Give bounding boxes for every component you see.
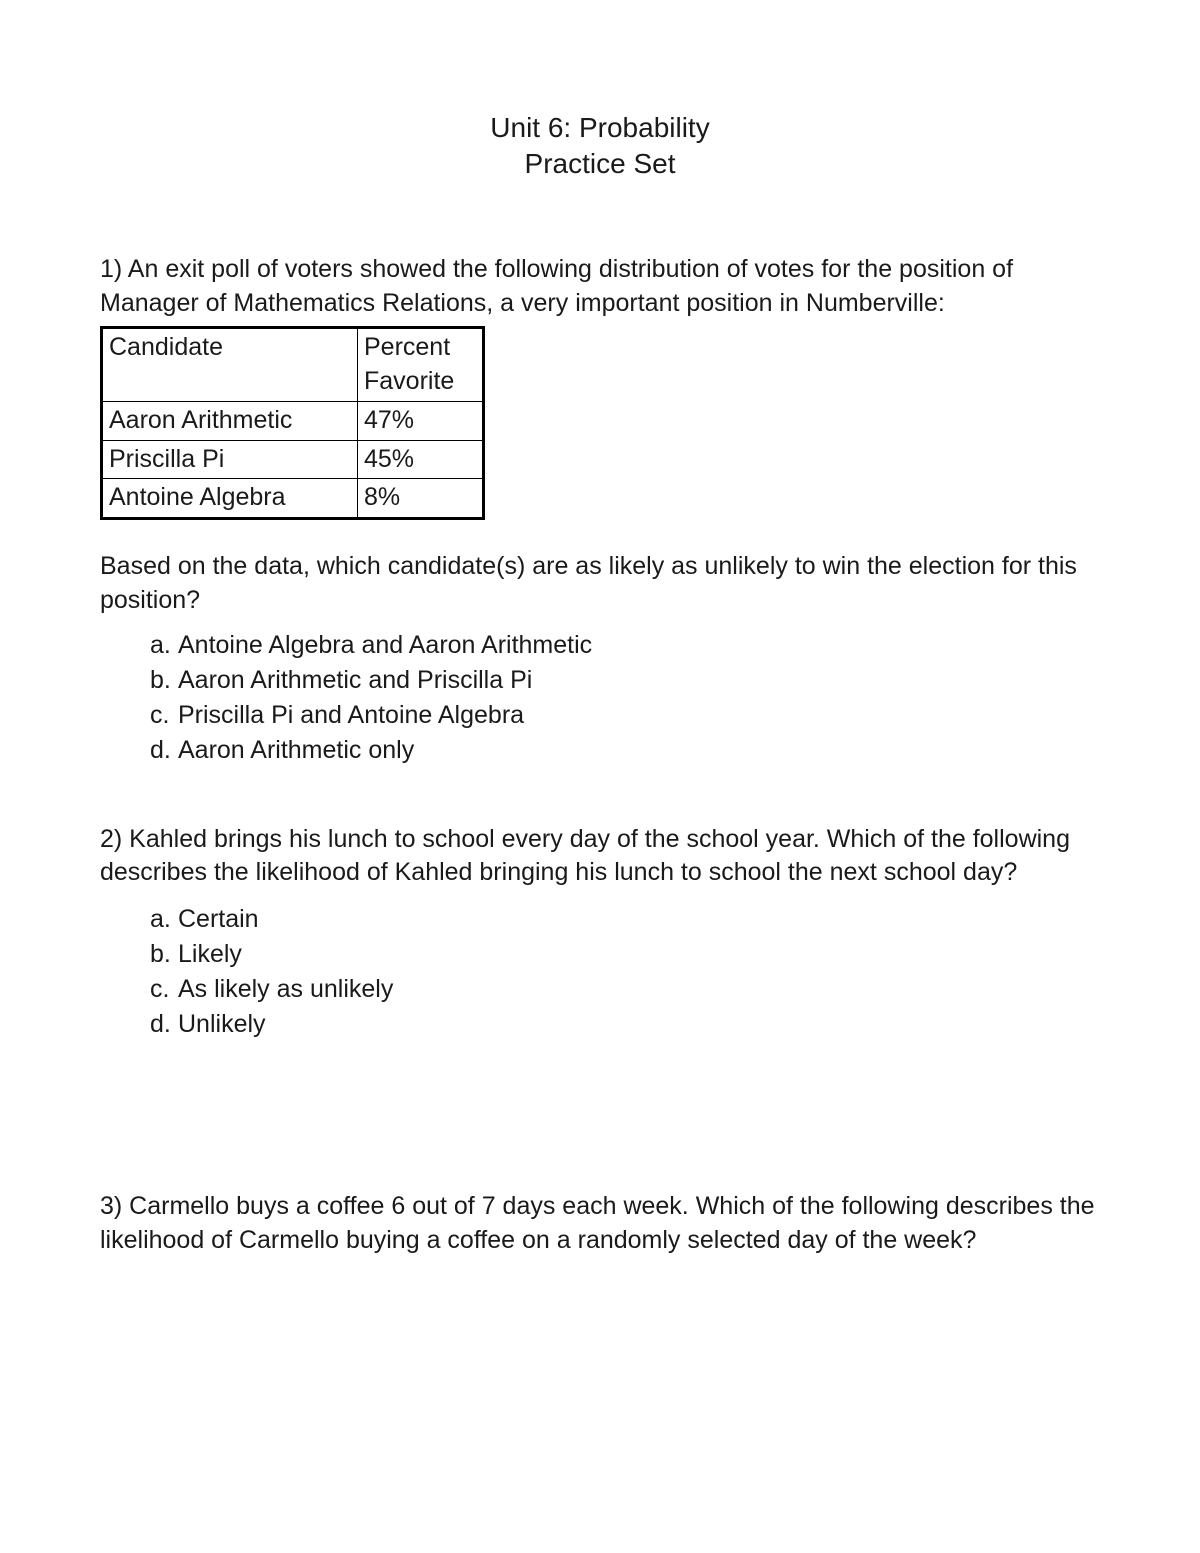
option-d: d.Aaron Arithmetic only [150,733,1100,768]
page: Unit 6: Probability Practice Set 1) An e… [0,0,1200,1553]
th-percent-line2: Favorite [364,367,454,395]
option-letter: a. [150,902,178,937]
option-c: c.Priscilla Pi and Antoine Algebra [150,698,1100,733]
cell-candidate: Aaron Arithmetic [102,401,358,440]
option-a: a.Antoine Algebra and Aaron Arithmetic [150,628,1100,663]
option-letter: d. [150,733,178,768]
option-letter: c. [150,698,178,733]
spacer [100,1080,1100,1190]
q1-options: a.Antoine Algebra and Aaron Arithmetic b… [100,628,1100,768]
q3-prompt: 3) Carmello buys a coffee 6 out of 7 day… [100,1190,1100,1258]
th-percent-line1: Percent [364,333,450,361]
option-d: d.Unlikely [150,1007,1100,1042]
option-text: Unlikely [178,1010,266,1038]
th-candidate: Candidate [102,328,358,402]
option-a: a.Certain [150,902,1100,937]
table-row: Priscilla Pi 45% [102,440,484,479]
option-letter: b. [150,937,178,972]
option-text: Certain [178,905,259,933]
option-text: As likely as unlikely [178,975,393,1003]
option-text: Priscilla Pi and Antoine Algebra [178,701,524,729]
option-text: Antoine Algebra and Aaron Arithmetic [178,631,592,659]
q2-options: a.Certain b.Likely c.As likely as unlike… [100,902,1100,1042]
q1-table: Candidate Percent Favorite Aaron Arithme… [100,326,485,520]
option-letter: c. [150,972,178,1007]
title-block: Unit 6: Probability Practice Set [100,110,1100,183]
table-header-row: Candidate Percent Favorite [102,328,484,402]
cell-percent: 47% [358,401,484,440]
table-row: Aaron Arithmetic 47% [102,401,484,440]
cell-percent: 8% [358,479,484,519]
cell-candidate: Priscilla Pi [102,440,358,479]
option-letter: a. [150,628,178,663]
option-letter: b. [150,663,178,698]
option-text: Aaron Arithmetic and Priscilla Pi [178,666,532,694]
question-1: 1) An exit poll of voters showed the fol… [100,253,1100,768]
option-letter: d. [150,1007,178,1042]
th-percent: Percent Favorite [358,328,484,402]
q1-subprompt: Based on the data, which candidate(s) ar… [100,550,1100,618]
option-b: b.Aaron Arithmetic and Priscilla Pi [150,663,1100,698]
title-line-2: Practice Set [100,146,1100,182]
option-text: Aaron Arithmetic only [178,736,414,764]
table-row: Antoine Algebra 8% [102,479,484,519]
q2-prompt: 2) Kahled brings his lunch to school eve… [100,823,1100,891]
option-text: Likely [178,940,242,968]
cell-candidate: Antoine Algebra [102,479,358,519]
question-2: 2) Kahled brings his lunch to school eve… [100,823,1100,1043]
option-b: b.Likely [150,937,1100,972]
cell-percent: 45% [358,440,484,479]
title-line-1: Unit 6: Probability [100,110,1100,146]
question-3: 3) Carmello buys a coffee 6 out of 7 day… [100,1190,1100,1258]
q1-prompt: 1) An exit poll of voters showed the fol… [100,253,1100,321]
option-c: c.As likely as unlikely [150,972,1100,1007]
